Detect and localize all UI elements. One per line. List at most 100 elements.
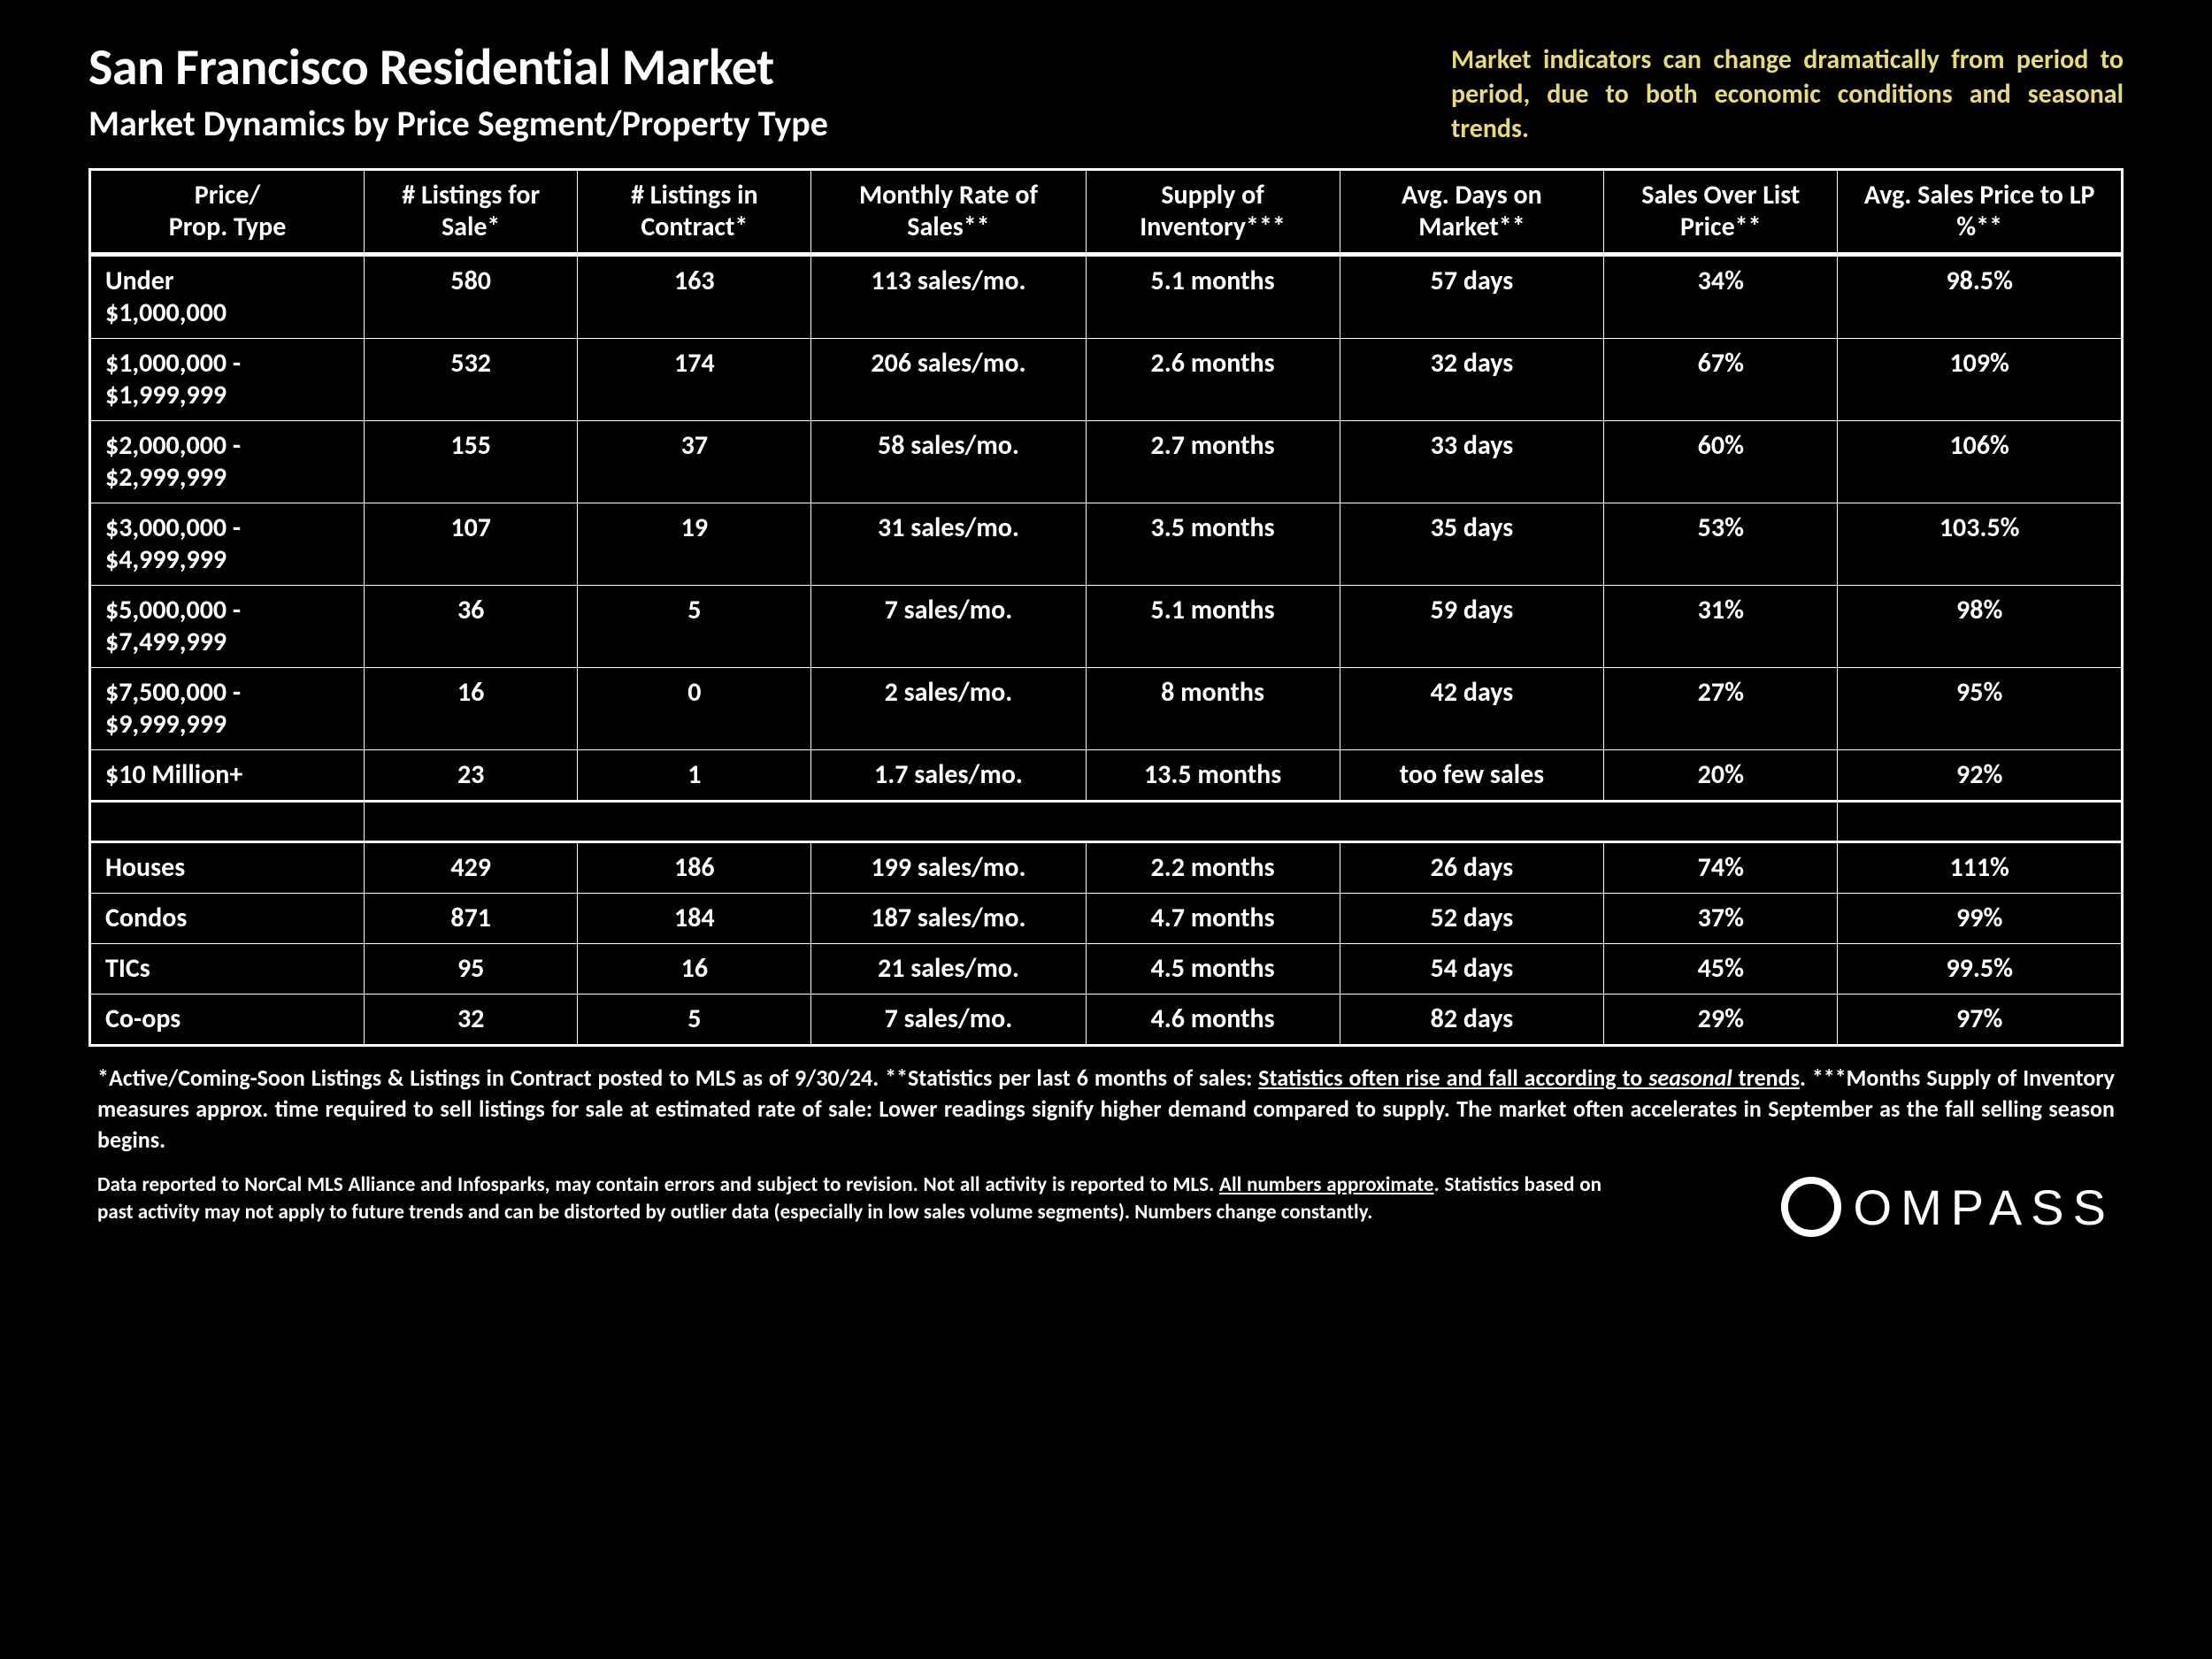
cell-contract: 174 <box>578 339 811 421</box>
cell-listings: 16 <box>365 668 578 750</box>
cell-listings: 580 <box>365 255 578 339</box>
row-label: $5,000,000 -$7,499,999 <box>90 586 365 668</box>
cell-over: 20% <box>1604 750 1838 802</box>
table-row: Condos871184187 sales/mo.4.7 months52 da… <box>90 894 2123 944</box>
table-row: $5,000,000 -$7,499,9993657 sales/mo.5.1 … <box>90 586 2123 668</box>
cell-rate: 58 sales/mo. <box>811 421 1086 503</box>
cell-dom: 42 days <box>1340 668 1604 750</box>
bottom-row: Data reported to NorCal MLS Alliance and… <box>88 1171 2124 1237</box>
cell-sp_lp: 97% <box>1838 995 2123 1046</box>
cell-sp_lp: 95% <box>1838 668 2123 750</box>
cell-contract: 16 <box>578 944 811 995</box>
cell-dom: 26 days <box>1340 842 1604 894</box>
col-sp-lp: Avg. Sales Price to LP %** <box>1838 170 2123 255</box>
cell-dom: 59 days <box>1340 586 1604 668</box>
table-header-row: Price/Prop. Type # Listings for Sale* # … <box>90 170 2123 255</box>
cell-contract: 1 <box>578 750 811 802</box>
footnote-secondary: Data reported to NorCal MLS Alliance and… <box>97 1171 1601 1226</box>
cell-listings: 32 <box>365 995 578 1046</box>
cell-rate: 2 sales/mo. <box>811 668 1086 750</box>
cell-supply: 5.1 months <box>1086 255 1340 339</box>
table-row: Co-ops3257 sales/mo.4.6 months82 days29%… <box>90 995 2123 1046</box>
cell-sp_lp: 106% <box>1838 421 2123 503</box>
col-over-list: Sales Over List Price** <box>1604 170 1838 255</box>
col-listings-contract: # Listings in Contract* <box>578 170 811 255</box>
footnotes: *Active/Coming-Soon Listings & Listings … <box>88 1063 2124 1156</box>
cell-supply: 13.5 months <box>1086 750 1340 802</box>
cell-rate: 7 sales/mo. <box>811 586 1086 668</box>
cell-over: 37% <box>1604 894 1838 944</box>
compass-logo-text: OMPASS <box>1854 1179 2115 1236</box>
row-label: $2,000,000 -$2,999,999 <box>90 421 365 503</box>
cell-rate: 7 sales/mo. <box>811 995 1086 1046</box>
market-table: Price/Prop. Type # Listings for Sale* # … <box>88 168 2124 1047</box>
table-row: Under$1,000,000580163113 sales/mo.5.1 mo… <box>90 255 2123 339</box>
cell-rate: 199 sales/mo. <box>811 842 1086 894</box>
cell-dom: 33 days <box>1340 421 1604 503</box>
cell-rate: 21 sales/mo. <box>811 944 1086 995</box>
table-row: TICs951621 sales/mo.4.5 months54 days45%… <box>90 944 2123 995</box>
table-row: $3,000,000 -$4,999,9991071931 sales/mo.3… <box>90 503 2123 586</box>
cell-dom: 57 days <box>1340 255 1604 339</box>
spacer-row <box>90 802 2123 842</box>
cell-listings: 23 <box>365 750 578 802</box>
cell-listings: 95 <box>365 944 578 995</box>
table-row: $10 Million+2311.7 sales/mo.13.5 monthst… <box>90 750 2123 802</box>
cell-supply: 4.7 months <box>1086 894 1340 944</box>
table-row: $2,000,000 -$2,999,9991553758 sales/mo.2… <box>90 421 2123 503</box>
row-label: $7,500,000 -$9,999,999 <box>90 668 365 750</box>
cell-dom: 35 days <box>1340 503 1604 586</box>
cell-rate: 31 sales/mo. <box>811 503 1086 586</box>
cell-over: 74% <box>1604 842 1838 894</box>
table-row: $1,000,000 -$1,999,999532174206 sales/mo… <box>90 339 2123 421</box>
cell-listings: 36 <box>365 586 578 668</box>
col-dom: Avg. Days on Market** <box>1340 170 1604 255</box>
title-block: San Francisco Residential Market Market … <box>88 35 828 145</box>
cell-sp_lp: 109% <box>1838 339 2123 421</box>
cell-dom: 54 days <box>1340 944 1604 995</box>
table-body: Under$1,000,000580163113 sales/mo.5.1 mo… <box>90 255 2123 1046</box>
page-subtitle: Market Dynamics by Price Segment/Propert… <box>88 102 828 145</box>
cell-supply: 2.7 months <box>1086 421 1340 503</box>
cell-supply: 8 months <box>1086 668 1340 750</box>
cell-sp_lp: 98.5% <box>1838 255 2123 339</box>
cell-contract: 5 <box>578 995 811 1046</box>
row-label: Under$1,000,000 <box>90 255 365 339</box>
cell-contract: 19 <box>578 503 811 586</box>
cell-over: 27% <box>1604 668 1838 750</box>
cell-over: 31% <box>1604 586 1838 668</box>
table-row: $7,500,000 -$9,999,9991602 sales/mo.8 mo… <box>90 668 2123 750</box>
row-label: Houses <box>90 842 365 894</box>
cell-dom: 82 days <box>1340 995 1604 1046</box>
cell-listings: 155 <box>365 421 578 503</box>
cell-over: 34% <box>1604 255 1838 339</box>
col-monthly-rate: Monthly Rate of Sales** <box>811 170 1086 255</box>
compass-logo-icon <box>1781 1177 1841 1237</box>
row-label: Co-ops <box>90 995 365 1046</box>
cell-over: 45% <box>1604 944 1838 995</box>
header: San Francisco Residential Market Market … <box>88 35 2124 146</box>
col-listings-sale: # Listings for Sale* <box>365 170 578 255</box>
cell-supply: 2.6 months <box>1086 339 1340 421</box>
cell-sp_lp: 99.5% <box>1838 944 2123 995</box>
cell-sp_lp: 103.5% <box>1838 503 2123 586</box>
cell-over: 67% <box>1604 339 1838 421</box>
cell-supply: 3.5 months <box>1086 503 1340 586</box>
cell-supply: 4.6 months <box>1086 995 1340 1046</box>
row-label: $3,000,000 -$4,999,999 <box>90 503 365 586</box>
cell-over: 29% <box>1604 995 1838 1046</box>
cell-listings: 871 <box>365 894 578 944</box>
cell-rate: 113 sales/mo. <box>811 255 1086 339</box>
cell-over: 60% <box>1604 421 1838 503</box>
cell-listings: 107 <box>365 503 578 586</box>
row-label: TICs <box>90 944 365 995</box>
cell-rate: 1.7 sales/mo. <box>811 750 1086 802</box>
cell-contract: 37 <box>578 421 811 503</box>
cell-contract: 184 <box>578 894 811 944</box>
cell-over: 53% <box>1604 503 1838 586</box>
cell-sp_lp: 92% <box>1838 750 2123 802</box>
table-row: Houses429186199 sales/mo.2.2 months26 da… <box>90 842 2123 894</box>
row-label: $10 Million+ <box>90 750 365 802</box>
cell-contract: 5 <box>578 586 811 668</box>
col-price-type: Price/Prop. Type <box>90 170 365 255</box>
